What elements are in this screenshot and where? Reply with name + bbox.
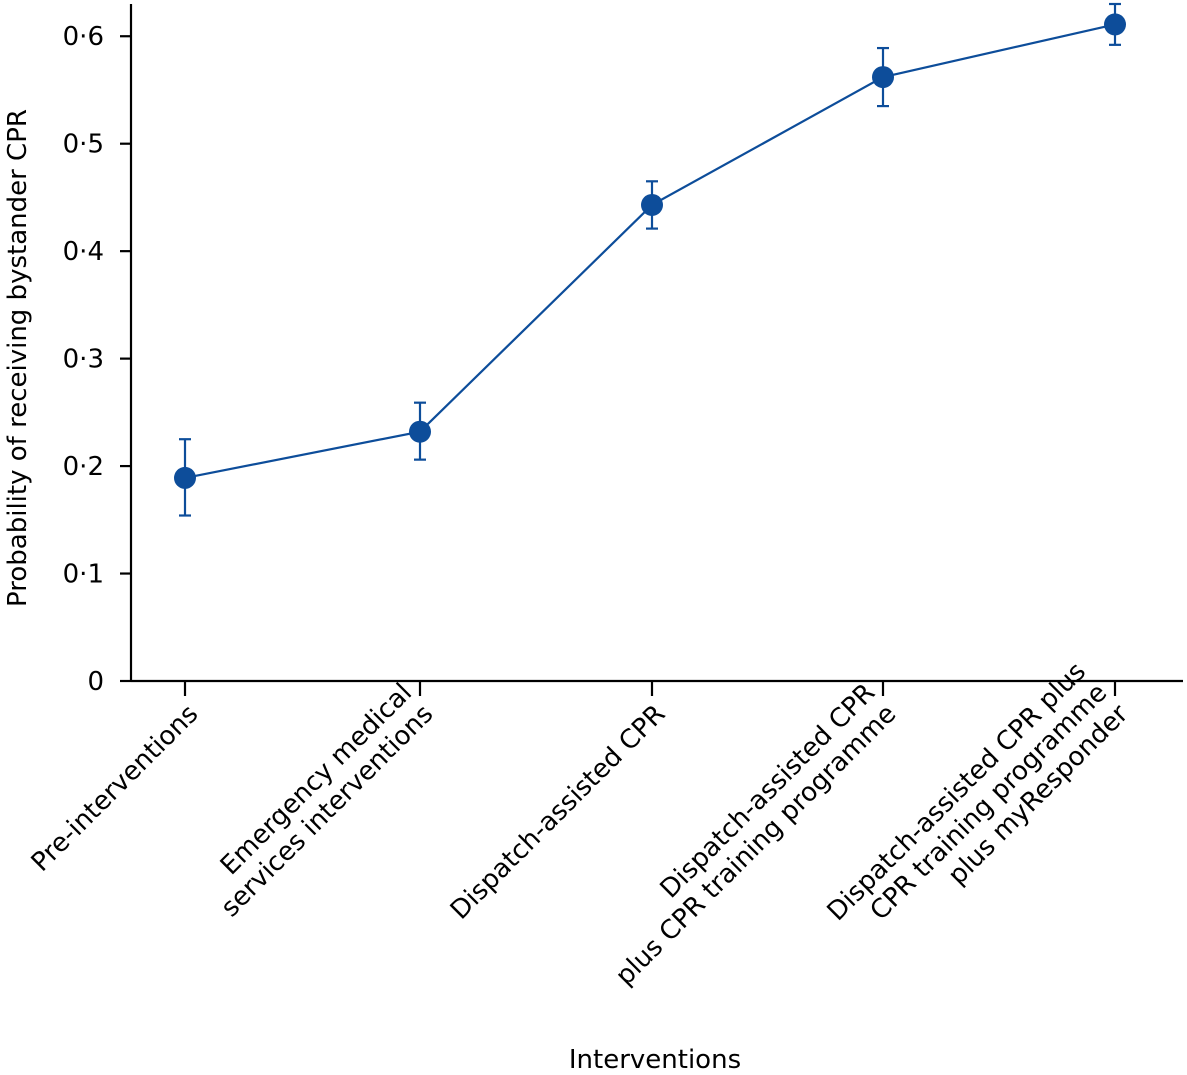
- x-tick-label-line: services interventions: [215, 699, 439, 923]
- data-point: [872, 66, 894, 89]
- data-point: [1104, 13, 1126, 36]
- x-axis-ticks: Pre-interventions Emergency medicalservic…: [26, 657, 1135, 992]
- x-tick-label-line: Pre-interventions: [26, 699, 205, 878]
- y-tick-label: 0·4: [63, 237, 104, 267]
- y-axis-ticks: 0 0·1 0·2 0·3 0·4 0·5 0·6: [63, 22, 131, 697]
- y-tick-label: 0·1: [63, 560, 104, 590]
- x-tick-label-line: Dispatch-assisted CPR: [655, 678, 881, 904]
- data-point: [409, 420, 431, 443]
- data-point: [174, 466, 196, 489]
- y-tick-label: 0·6: [63, 22, 104, 52]
- x-tick-label: Dispatch-assisted CPR: [445, 699, 671, 925]
- y-axis-title: Probability of receiving bystander CPR: [3, 109, 33, 607]
- x-tick-label-line: Dispatch-assisted CPR: [445, 699, 671, 925]
- y-tick-label: 0·5: [63, 130, 104, 160]
- data-point: [641, 193, 663, 216]
- series: [174, 2, 1126, 517]
- x-tick-label-line: plus CPR training programme: [610, 699, 902, 991]
- y-tick-label: 0: [87, 667, 104, 697]
- y-tick-label: 0·3: [63, 345, 104, 375]
- y-tick-label: 0·2: [63, 452, 104, 482]
- x-tick-label-line: Emergency medical: [215, 678, 418, 881]
- x-axis-title: Interventions: [569, 1045, 741, 1075]
- x-tick-label: Pre-interventions: [26, 699, 205, 878]
- series-line: [184, 23, 1116, 479]
- x-tick-label-line: CPR training programme: [865, 678, 1114, 927]
